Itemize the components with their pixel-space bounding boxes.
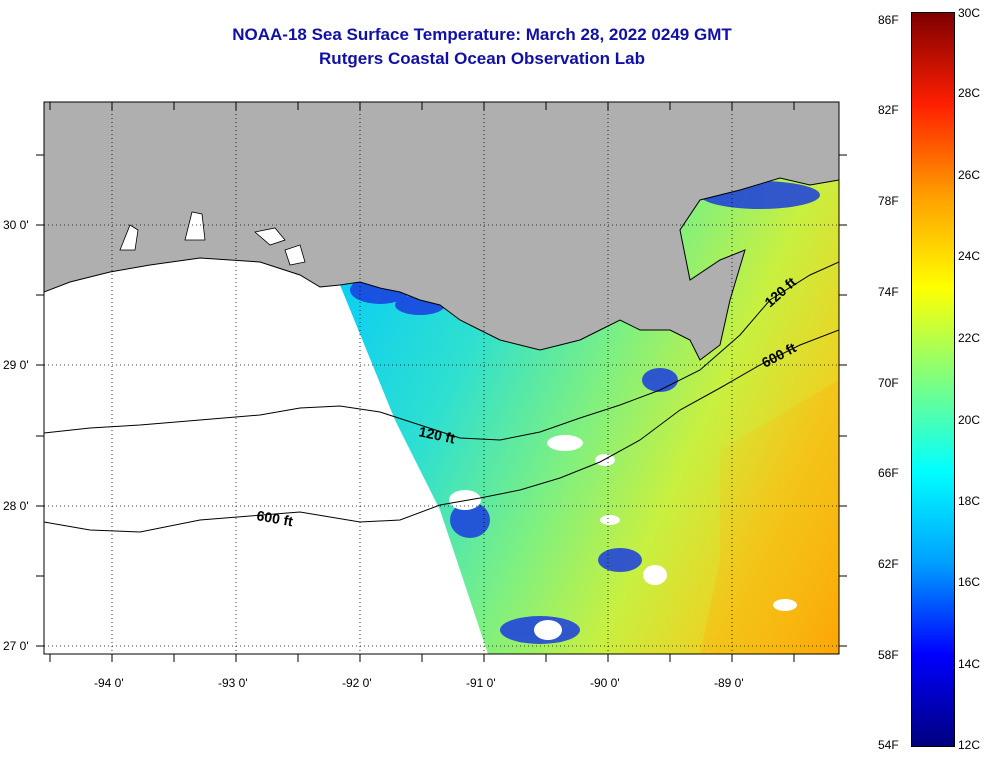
cb-f-86: 86F (878, 13, 899, 27)
cb-c-28: 28C (958, 86, 981, 100)
lon-label-92: -92 0' (342, 676, 372, 690)
map-title: NOAA-18 Sea Surface Temperature: March 2… (232, 25, 732, 44)
cb-f-62: 62F (878, 557, 899, 571)
graticule (44, 102, 839, 654)
isobath-contours (44, 261, 839, 533)
cb-f-70: 70F (878, 376, 899, 390)
map-frame (43, 101, 840, 655)
inland-lakes (119, 211, 306, 266)
cb-c-22: 22C (958, 331, 981, 345)
warm-region (700, 380, 839, 654)
lat-label-30: 30 0' (3, 218, 29, 232)
lon-label-90: -90 0' (590, 676, 620, 690)
lon-label-89: -89 0' (714, 676, 744, 690)
contour-600ft (44, 329, 839, 533)
cb-c-30: 30C (958, 6, 981, 20)
temperature-colorbar (911, 12, 955, 747)
cb-f-58: 58F (878, 648, 899, 662)
cb-c-26: 26C (958, 168, 981, 182)
cb-c-16: 16C (958, 575, 981, 589)
cb-f-54: 54F (878, 738, 899, 752)
contour-label-600ft-left: 600 ft (255, 507, 294, 529)
lat-label-28: 28 0' (3, 499, 29, 513)
cb-c-24: 24C (958, 249, 981, 263)
cb-c-20: 20C (958, 413, 981, 427)
cb-c-18: 18C (958, 494, 981, 508)
cb-f-78: 78F (878, 194, 899, 208)
lat-label-29: 29 0' (3, 358, 29, 372)
contour-120ft (44, 261, 839, 441)
contour-label-120ft-left: 120 ft (417, 423, 456, 446)
cb-f-66: 66F (878, 466, 899, 480)
cb-f-74: 74F (878, 285, 899, 299)
cb-c-12: 12C (958, 738, 981, 752)
lon-label-93: -93 0' (218, 676, 248, 690)
lon-label-94: -94 0' (94, 676, 124, 690)
cb-f-82: 82F (878, 103, 899, 117)
lat-label-27: 27 0' (3, 639, 29, 653)
lon-label-91: -91 0' (466, 676, 496, 690)
frame-ticks (36, 102, 847, 662)
map-subtitle: Rutgers Coastal Ocean Observation Lab (319, 49, 645, 68)
land-mass (44, 102, 839, 361)
cb-c-14: 14C (958, 657, 981, 671)
